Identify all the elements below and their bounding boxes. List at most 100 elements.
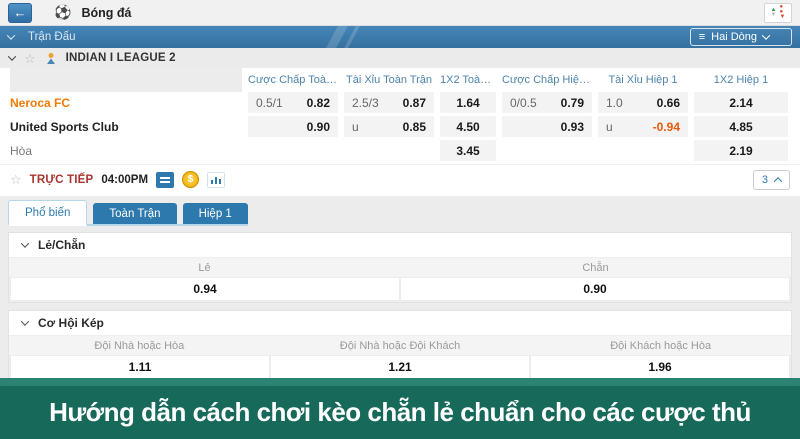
column-header-3: Cược Chấp Hiệp 1 [502,74,592,86]
market-collapse-button[interactable]: 3 [752,169,790,190]
market-cards: Lẻ/Chẵn Lẻ Chẵn 0.94 0.90 Cơ Hội Kép Đội Nhà h… [0,226,800,381]
odds-cell[interactable]: 0/0.5 0.79 [502,92,592,113]
chevron-down-icon [20,239,30,248]
team-name: United Sports Club [10,119,119,134]
odds-value: 0.90 [306,119,330,134]
odds-value: 0.66 [656,95,680,110]
tab-2[interactable]: Hiệp 1 [182,203,248,224]
odds-cell[interactable]: 4.50 [440,116,496,137]
odds-table: Cược Chấp Toàn Trận Tài Xỉu Toàn Trận 1X2 … [0,68,800,196]
banner-text: Hướng dẫn cách chơi kèo chẵn lẻ chuẩn ch… [0,386,800,439]
option-odds[interactable]: 1.96 [531,356,789,378]
option-values: 0.94 0.90 [9,277,791,302]
handicap-value: 0/0.5 [510,95,537,110]
odds-value: 4.85 [729,119,753,134]
decor-stripe [344,26,360,48]
tab-1[interactable]: Toàn Trận [93,203,177,224]
view-mode-label: Hai Dòng [711,31,757,43]
tab-0[interactable]: Phổ biến [8,200,88,226]
option-label: Đội Nhà hoặc Hòa [94,340,185,352]
odds-cell[interactable]: 0.90 [248,116,338,137]
live-status: TRỰC TIẾP [29,173,94,186]
option-label: Đội Khách hoặc Hòa [610,340,712,352]
odds-value: 4.50 [456,119,480,134]
chevron-down-icon [761,31,771,40]
odds-cell[interactable]: u 0.85 [344,116,434,137]
odds-value: 3.45 [456,143,480,158]
chevron-up-icon [773,176,783,186]
match-status-row: ☆ TRỰC TIẾP 04:00PM $ 3 [0,164,800,194]
promo-banner[interactable]: Hướng dẫn cách chơi kèo chẵn lẻ chuẩn ch… [0,378,800,439]
odds-value: 2.14 [729,95,753,110]
column-header-0: Cược Chấp Toàn Trận [248,74,338,86]
option-labels: Đội Nhà hoặc Hòa Đội Nhà hoặc Đội Khách Độ… [9,336,791,355]
option-odds[interactable]: 1.21 [271,356,529,378]
market-card-header[interactable]: Cơ Hội Kép [9,311,791,336]
odds-movement-icon[interactable]: ▲ ▼ ● ● ▼ [764,2,792,23]
trophy-icon [46,52,55,64]
chevron-down-icon[interactable] [6,31,16,40]
match-section-label: Trận Đấu [28,31,76,43]
odds-cell[interactable]: 0.5/1 0.82 [248,92,338,113]
team-name: Hòa [10,143,33,158]
odds-cell[interactable]: 1.64 [440,92,496,113]
match-section-bar: Trận Đấu ≡ Hai Dòng [0,26,800,48]
view-mode-button[interactable]: ≡ Hai Dòng [689,28,792,46]
odds-cell-empty [344,140,434,161]
odds-cell-empty [598,140,688,161]
odds-cell[interactable]: u -0.94 [598,116,688,137]
table-row: Neroca FC 0.5/1 0.82 2.5/3 0.87 1.64 0/0.5 0.79… [0,92,800,113]
league-name: INDIAN I LEAGUE 2 [65,52,176,64]
star-icon[interactable]: ☆ [24,50,36,66]
bar-chart-icon[interactable] [207,171,226,188]
odds-cell[interactable]: 2.19 [694,140,788,161]
odds-cell[interactable]: 0.93 [502,116,592,137]
option-values: 1.11 1.21 1.96 [9,355,791,380]
odds-value: 0.79 [560,95,584,110]
odds-rows: Neroca FC 0.5/1 0.82 2.5/3 0.87 1.64 0/0.5 0.79… [0,92,800,161]
odds-cell-empty [248,140,338,161]
market-title: Cơ Hội Kép [38,316,104,330]
page-title: Bóng đá [81,5,132,20]
lines-icon: ≡ [698,30,706,43]
odds-cell[interactable]: 2.5/3 0.87 [344,92,434,113]
odds-value: -0.94 [652,119,680,134]
option-labels: Lẻ Chẵn [9,258,791,277]
odds-value: 0.85 [402,119,426,134]
market-tab-bar: Phổ biến Toàn Trận Hiệp 1 [8,200,248,226]
table-row: Hòa 3.45 2.19 [0,140,800,161]
market-tabs-area: Phổ biến Toàn Trận Hiệp 1 [0,196,800,226]
odds-value: 2.19 [729,143,753,158]
column-header-2: 1X2 Toàn ... [440,74,496,86]
handicap-value: 2.5/3 [352,95,379,110]
odds-cell[interactable]: 2.14 [694,92,788,113]
column-header-5: 1X2 Hiệp 1 [713,74,769,86]
option-label: Chẵn [582,262,609,274]
back-button[interactable]: ← [8,2,32,23]
chevron-down-icon[interactable] [7,52,17,61]
column-header-4: Tài Xỉu Hiệp 1 [608,74,678,86]
odds-cell[interactable]: 3.45 [440,140,496,161]
star-icon[interactable]: ☆ [10,172,22,187]
league-row[interactable]: ☆ INDIAN I LEAGUE 2 [0,48,800,68]
banner-strip [0,378,800,386]
odds-column-headers: Cược Chấp Toàn Trận Tài Xỉu Toàn Trận 1X2 … [0,68,800,92]
odds-cell[interactable]: 4.85 [694,116,788,137]
market-card-header[interactable]: Lẻ/Chẵn [9,233,791,258]
option-odds[interactable]: 0.90 [401,278,789,300]
stack-icon[interactable] [156,171,175,188]
handicap-value: 0.5/1 [256,95,283,110]
odds-cell[interactable]: 1.0 0.66 [598,92,688,113]
chevron-down-icon [20,317,30,326]
soccer-ball-icon: ⚽ [54,4,72,20]
top-bar: ← ⚽ Bóng đá ▲ ▼ ● ● ▼ [0,0,800,26]
odds-value: 0.82 [306,95,330,110]
option-odds[interactable]: 0.94 [11,278,399,300]
odds-value: 1.64 [456,95,480,110]
market-card-1: Cơ Hội Kép Đội Nhà hoặc Hòa Đội Nhà hoặc Đ… [8,310,792,381]
market-count: 3 [761,173,768,186]
option-odds[interactable]: 1.11 [11,356,269,378]
coin-icon[interactable]: $ [182,171,200,188]
market-card-0: Lẻ/Chẵn Lẻ Chẵn 0.94 0.90 [8,232,792,303]
team-column-header [10,68,242,92]
